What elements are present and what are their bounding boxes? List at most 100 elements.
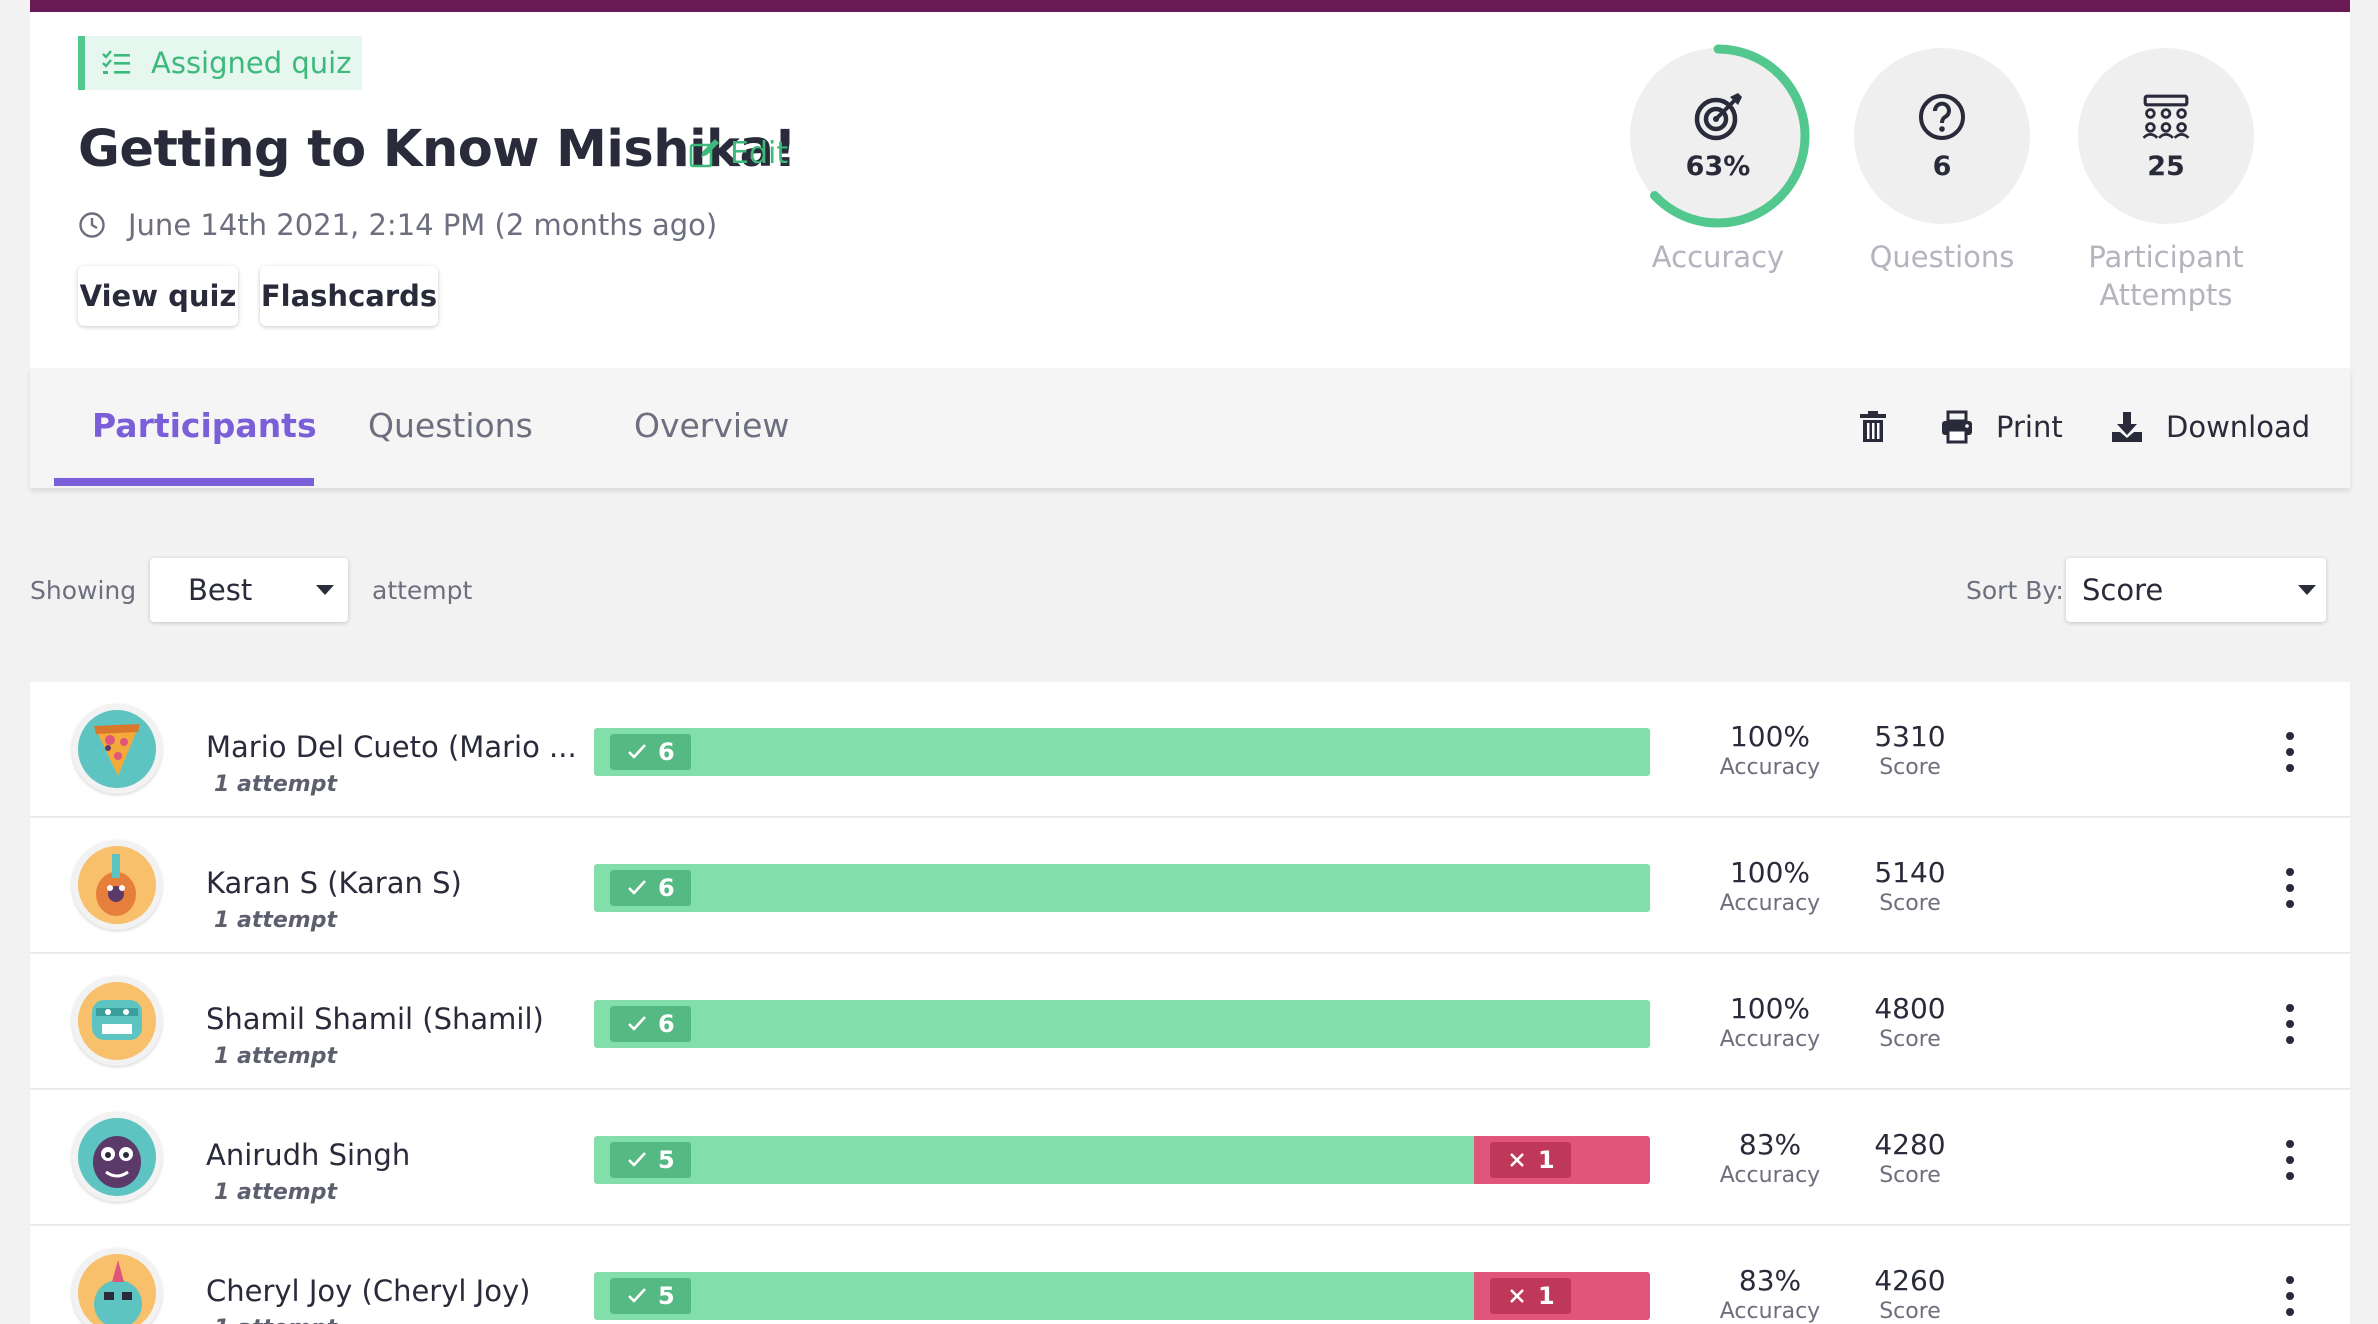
more-options-icon[interactable]: [2280, 1004, 2300, 1044]
more-options-icon[interactable]: [2280, 868, 2300, 908]
participant-accuracy: 100% Accuracy: [1690, 720, 1850, 780]
participant-score: 4800 Score: [1840, 992, 1980, 1052]
question-circle-icon: [1919, 93, 1965, 140]
participant-row[interactable]: Shamil Shamil (Shamil) 1 attempt 6 100% …: [30, 954, 2350, 1088]
more-options-icon[interactable]: [2280, 732, 2300, 772]
print-button[interactable]: Print: [1940, 410, 2063, 444]
participant-row[interactable]: Karan S (Karan S) 1 attempt 6 100% Accur…: [30, 818, 2350, 952]
score-bar: 5 1: [594, 1272, 1650, 1320]
incorrect-chip: 1: [1490, 1278, 1571, 1314]
incorrect-count: 1: [1538, 1146, 1555, 1174]
showing-label: Showing: [30, 576, 137, 605]
edit-icon: [689, 138, 719, 167]
printer-icon: [1942, 410, 1972, 444]
more-options-icon[interactable]: [2280, 1140, 2300, 1180]
participant-score: 5310 Score: [1840, 720, 1980, 780]
participant-row[interactable]: Anirudh Singh 1 attempt 5 1 83% Accuracy…: [30, 1090, 2350, 1224]
questions-circle: 6: [1854, 48, 2030, 224]
score-value: 5310: [1874, 720, 1946, 753]
correct-chip: 5: [610, 1142, 691, 1178]
attempt-suffix-label: attempt: [372, 576, 473, 605]
more-options-icon[interactable]: [2280, 1276, 2300, 1316]
correct-count: 6: [658, 1010, 675, 1038]
correct-chip: 6: [610, 734, 691, 770]
tab-participants[interactable]: Participants: [92, 406, 317, 445]
participant-score: 4260 Score: [1840, 1264, 1980, 1324]
monster-avatar: [72, 1112, 162, 1202]
check-icon: [628, 1016, 646, 1031]
score-value: 4800: [1874, 992, 1946, 1025]
accuracy-caption: Accuracy: [1719, 1027, 1821, 1052]
accuracy-caption: Accuracy: [1719, 891, 1821, 916]
participant-attempts: 1 attempt: [214, 1180, 337, 1205]
score-bar: 5 1: [594, 1136, 1650, 1184]
check-icon: [628, 744, 646, 759]
flashcards-button[interactable]: Flashcards: [260, 266, 438, 326]
score-caption: Score: [1879, 1163, 1941, 1188]
participant-name[interactable]: Mario Del Cueto (Mario ...: [206, 730, 577, 764]
assigned-quiz-label: Assigned quiz: [151, 46, 352, 80]
participant-name[interactable]: Anirudh Singh: [206, 1138, 411, 1172]
correct-chip: 6: [610, 870, 691, 906]
brand-top-bar: [30, 0, 2350, 12]
score-caption: Score: [1879, 1027, 1941, 1052]
clock-icon: [79, 212, 105, 238]
accuracy-value: 100%: [1729, 992, 1811, 1025]
attempts-value: 25: [2147, 150, 2185, 182]
participant-attempts: 1 attempt: [214, 1316, 337, 1324]
participant-accuracy: 83% Accuracy: [1690, 1264, 1850, 1324]
group-icon: [2142, 94, 2190, 139]
correct-count: 5: [658, 1146, 675, 1174]
correct-segment: 5: [594, 1272, 1474, 1320]
guitar-avatar: [72, 840, 162, 930]
close-icon: [1510, 1289, 1524, 1303]
download-button[interactable]: Download: [2110, 410, 2310, 444]
sort-select[interactable]: Score: [2066, 558, 2326, 622]
correct-segment: 6: [594, 1000, 1650, 1048]
correct-segment: 6: [594, 864, 1650, 912]
participant-score: 4280 Score: [1840, 1128, 1980, 1188]
correct-chip: 5: [610, 1278, 691, 1314]
tab-questions[interactable]: Questions: [368, 406, 533, 445]
participant-attempts: 1 attempt: [214, 908, 337, 933]
participant-row[interactable]: Cheryl Joy (Cheryl Joy) 1 attempt 5 1 83…: [30, 1226, 2350, 1324]
score-bar: 6: [594, 864, 1650, 912]
robot-avatar: [72, 976, 162, 1066]
participant-name[interactable]: Karan S (Karan S): [206, 866, 462, 900]
correct-chip: 6: [610, 1006, 691, 1042]
participant-score: 5140 Score: [1840, 856, 1980, 916]
correct-count: 5: [658, 1282, 675, 1310]
quiz-date-text: June 14th 2021, 2:14 PM (2 months ago): [128, 208, 718, 242]
accuracy-value: 83%: [1738, 1264, 1802, 1297]
participant-row[interactable]: Mario Del Cueto (Mario ... 1 attempt 6 1…: [30, 682, 2350, 816]
attempts-label: Participant Attempts: [2088, 240, 2244, 312]
check-icon: [628, 1152, 646, 1167]
quiz-title: Getting to Know Mishika!: [78, 120, 797, 179]
accuracy-progress-ring: [1626, 44, 1810, 228]
delete-button[interactable]: [1856, 410, 1912, 444]
participant-name[interactable]: Shamil Shamil (Shamil): [206, 1002, 544, 1036]
accuracy-label: Accuracy: [1651, 240, 1785, 274]
attempts-circle: 25: [2078, 48, 2254, 224]
tab-overview[interactable]: Overview: [634, 406, 790, 445]
attempt-select[interactable]: Best: [150, 558, 348, 622]
incorrect-count: 1: [1538, 1282, 1555, 1310]
report-tabs-bar: Participants Questions Overview Print Do…: [30, 368, 2350, 488]
participant-attempts: 1 attempt: [214, 772, 337, 797]
check-icon: [628, 880, 646, 895]
check-icon: [628, 1288, 646, 1303]
unicorn-avatar: [72, 1248, 162, 1324]
accuracy-caption: Accuracy: [1719, 1163, 1821, 1188]
target-icon: [1694, 92, 1742, 140]
incorrect-segment: 1: [1474, 1272, 1650, 1320]
sort-by-label: Sort By:: [1966, 576, 2064, 605]
accuracy-caption: Accuracy: [1719, 755, 1821, 780]
correct-count: 6: [658, 874, 675, 902]
quiz-header-card: Assigned quiz Getting to Know Mishika! E…: [30, 12, 2350, 368]
accuracy-value: 83%: [1738, 1128, 1802, 1161]
accuracy-value: 100%: [1729, 720, 1811, 753]
questions-value: 6: [1932, 150, 1952, 182]
participant-name[interactable]: Cheryl Joy (Cheryl Joy): [206, 1274, 531, 1308]
edit-link[interactable]: Edit: [688, 136, 788, 171]
view-quiz-button[interactable]: View quiz: [78, 266, 238, 326]
